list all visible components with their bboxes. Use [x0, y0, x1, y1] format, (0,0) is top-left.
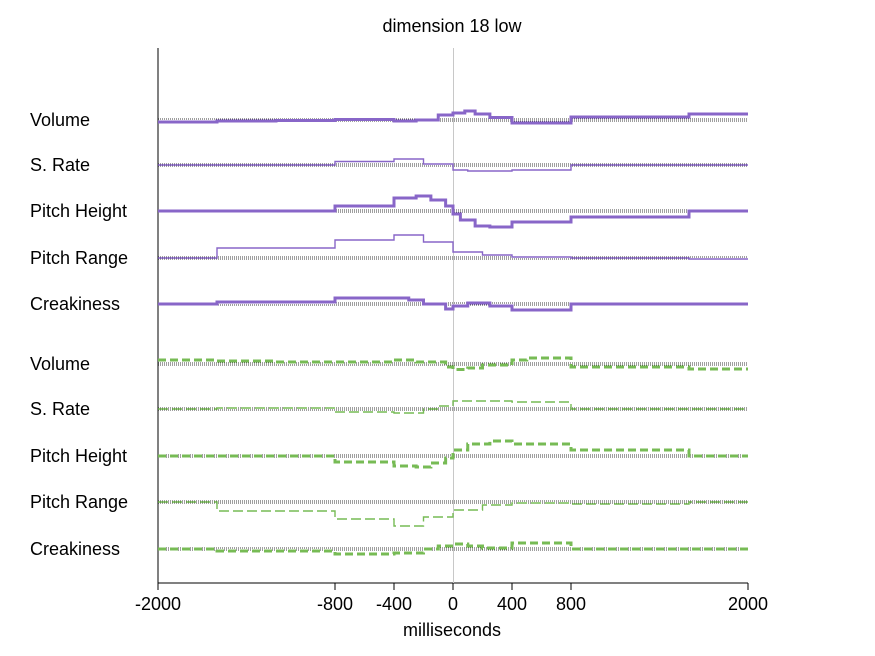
- series-row: S. Rate: [30, 155, 748, 175]
- row-label: Creakiness: [30, 294, 120, 314]
- series-line: [158, 158, 748, 172]
- row-label: Volume: [30, 110, 90, 130]
- series-line: [158, 356, 748, 371]
- row-label: S. Rate: [30, 399, 90, 419]
- chart-title: dimension 18 low: [382, 16, 522, 36]
- row-label: Pitch Range: [30, 492, 128, 512]
- x-tick-label: 2000: [728, 594, 768, 614]
- x-axis-label: milliseconds: [403, 620, 501, 640]
- row-label: Creakiness: [30, 539, 120, 559]
- series-line: [158, 439, 748, 469]
- series-line: [158, 400, 748, 414]
- series-row: S. Rate: [30, 399, 748, 419]
- series-row: Creakiness: [30, 294, 748, 314]
- row-label: S. Rate: [30, 155, 90, 175]
- series-line: [158, 194, 748, 229]
- series-line: [158, 109, 748, 125]
- x-tick-label: -400: [376, 594, 412, 614]
- series-row: Volume: [30, 109, 748, 130]
- x-tick-label: -800: [317, 594, 353, 614]
- x-tick-label: 800: [556, 594, 586, 614]
- row-label: Volume: [30, 354, 90, 374]
- series-line: [158, 234, 748, 260]
- x-tick-label: -2000: [135, 594, 181, 614]
- series-line: [158, 541, 748, 556]
- row-label: Pitch Range: [30, 248, 128, 268]
- series-row: Creakiness: [30, 539, 748, 559]
- row-label: Pitch Height: [30, 201, 127, 221]
- series-line: [158, 501, 748, 527]
- x-tick-label: 0: [448, 594, 458, 614]
- x-ticks: -2000 -800 -400 0 400 800 2000: [135, 583, 768, 614]
- series-line: [158, 296, 748, 312]
- x-tick-label: 400: [497, 594, 527, 614]
- series-row: Pitch Height: [30, 439, 748, 469]
- series-row: Pitch Height: [30, 194, 748, 229]
- series-row: Pitch Range: [30, 492, 748, 527]
- row-label: Pitch Height: [30, 446, 127, 466]
- series-row: Pitch Range: [30, 234, 748, 268]
- series-rows: Volume S. Rate Pitch Height Pitch Range Crea…: [30, 109, 748, 559]
- series-row: Volume: [30, 354, 748, 374]
